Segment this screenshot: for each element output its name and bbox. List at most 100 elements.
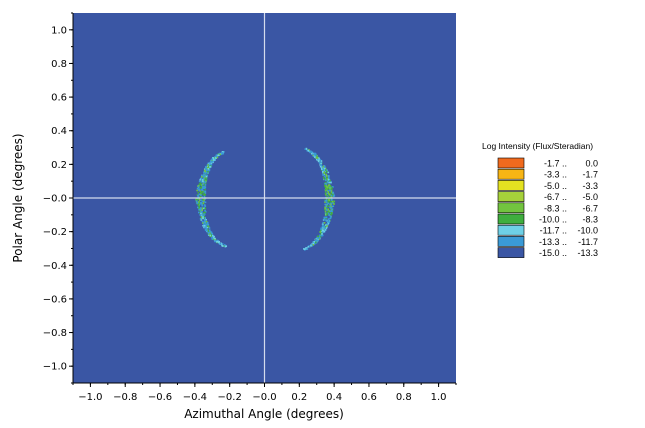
arc-point	[324, 229, 327, 231]
arc-point	[202, 175, 205, 177]
arc-point	[200, 203, 202, 205]
arc-point	[199, 208, 202, 211]
arc-point	[214, 238, 217, 241]
arc-point	[326, 186, 328, 189]
arc-point	[328, 184, 331, 187]
legend-range-high: -8.3	[582, 215, 598, 225]
arc-point	[203, 187, 206, 190]
arc-point	[204, 224, 206, 226]
arc-point	[204, 228, 207, 231]
arc-point	[201, 209, 203, 211]
legend-swatch	[497, 247, 525, 258]
arc-point	[329, 195, 331, 198]
arc-point	[326, 209, 329, 211]
arc-point	[200, 199, 202, 201]
arc-point	[201, 179, 204, 181]
arc-point	[209, 160, 212, 163]
y-tick-label: 1.0	[51, 25, 67, 36]
arc-point	[197, 203, 200, 206]
arc-point	[203, 223, 205, 226]
arc-point	[213, 235, 215, 238]
arc-point	[328, 189, 331, 192]
arc-point	[312, 242, 315, 245]
arc-point	[215, 240, 217, 243]
arc-point	[330, 192, 333, 194]
arc-point	[203, 213, 206, 216]
arc-point	[313, 243, 316, 245]
arc-point	[207, 230, 210, 232]
arc-point	[323, 230, 326, 233]
arc-point	[204, 226, 206, 228]
arc-point	[310, 151, 313, 154]
arc-point	[206, 221, 208, 223]
arc-point	[200, 209, 202, 211]
y-tick-label: 0.6	[51, 93, 67, 104]
arc-point	[332, 194, 334, 196]
arc-point	[319, 165, 322, 168]
arc-point	[327, 221, 329, 223]
arc-point	[329, 189, 332, 192]
arc-point	[322, 176, 325, 179]
arc-point	[321, 226, 324, 229]
arc-point	[203, 186, 206, 188]
arc-point	[203, 184, 206, 186]
arc-point	[209, 163, 212, 165]
arc-point	[329, 210, 332, 213]
arc-point	[317, 157, 320, 159]
arc-point	[312, 153, 314, 156]
arc-point	[199, 182, 202, 184]
arc-point	[202, 191, 204, 193]
arc-point	[317, 237, 320, 239]
arc-point	[205, 228, 208, 230]
arc-point	[314, 154, 316, 156]
arc-point	[204, 188, 207, 191]
legend-title: Log Intensity (Flux/Steradian)	[482, 141, 593, 151]
arc-point	[326, 192, 329, 195]
arc-point	[203, 171, 206, 174]
arc-point	[324, 214, 327, 216]
arc-point	[204, 172, 207, 174]
arc-point	[204, 182, 206, 184]
arc-point	[327, 202, 330, 205]
arc-point	[323, 225, 326, 228]
arc-point	[311, 151, 314, 154]
arc-point	[322, 165, 325, 168]
arc-point	[196, 202, 198, 205]
arc-point	[320, 227, 323, 230]
arc-point	[206, 168, 208, 171]
arc-point	[325, 183, 328, 185]
arc-point	[308, 149, 310, 151]
arc-point	[198, 196, 201, 198]
arc-point	[207, 169, 209, 171]
arc-point	[204, 170, 207, 173]
arc-point	[201, 207, 204, 209]
arc-point	[199, 187, 202, 189]
arc-point	[200, 213, 202, 215]
y-tick-label: −0.6	[43, 294, 67, 305]
arc-point	[204, 220, 206, 223]
arc-point	[327, 184, 330, 187]
arc-point	[200, 215, 203, 218]
arc-point	[323, 171, 325, 173]
arc-point	[327, 211, 329, 214]
arc-point	[205, 169, 208, 172]
arc-point	[210, 165, 212, 167]
arc-point	[324, 228, 327, 230]
arc-point	[197, 206, 199, 209]
arc-point	[321, 225, 324, 228]
arc-point	[321, 229, 324, 231]
arc-point	[196, 187, 199, 190]
arc-point	[325, 201, 328, 203]
arc-point	[319, 236, 321, 239]
arc-point	[324, 192, 327, 195]
arc-point	[325, 217, 328, 220]
arc-point	[326, 205, 329, 207]
arc-point	[325, 200, 328, 203]
arc-point	[332, 195, 335, 197]
arc-point	[221, 152, 224, 154]
arc-point	[200, 191, 202, 194]
arc-point	[217, 154, 220, 157]
arc-point	[205, 227, 207, 229]
arc-point	[203, 173, 206, 176]
arc-point	[209, 234, 211, 237]
